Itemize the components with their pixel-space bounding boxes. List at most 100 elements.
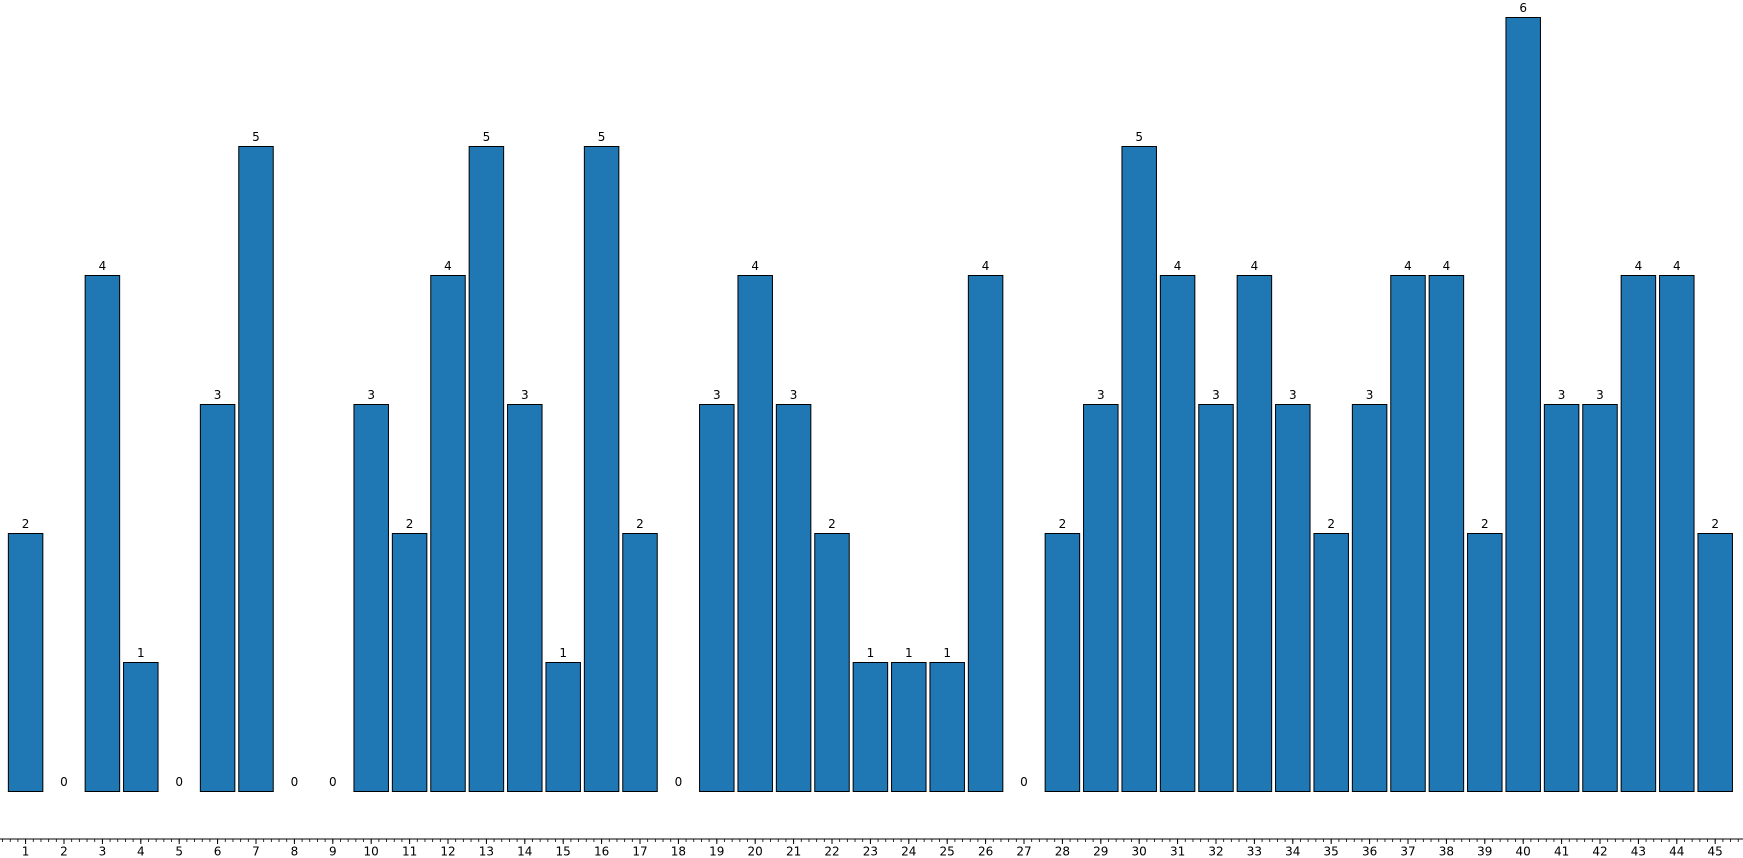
- x-tick-label: 45: [1708, 845, 1723, 858]
- value-label: 0: [60, 775, 68, 789]
- bar: [1620, 275, 1657, 792]
- value-label: 4: [751, 259, 759, 273]
- x-tick-label: 23: [863, 845, 878, 858]
- value-label: 3: [214, 388, 222, 402]
- value-label: 2: [828, 517, 836, 531]
- value-label: 4: [1443, 259, 1451, 273]
- x-tick-label: 44: [1669, 845, 1684, 858]
- x-tick-label: 28: [1055, 845, 1070, 858]
- value-label: 3: [521, 388, 529, 402]
- bar: [1467, 533, 1503, 792]
- value-label: 4: [1174, 259, 1182, 273]
- value-label: 2: [22, 517, 30, 531]
- x-tick-label: 31: [1170, 845, 1185, 858]
- x-tick-label: 26: [978, 845, 993, 858]
- value-label: 2: [1481, 517, 1489, 531]
- bar: [468, 146, 505, 792]
- x-tick-label: 2: [60, 845, 68, 858]
- value-label: 0: [329, 775, 337, 789]
- x-tick-label: 25: [940, 845, 955, 858]
- value-label: 3: [790, 388, 798, 402]
- bar: [391, 533, 428, 792]
- bar: [1390, 275, 1426, 792]
- bar: [123, 662, 159, 792]
- value-label: 2: [406, 517, 414, 531]
- bar: [7, 533, 44, 792]
- value-label: 4: [1635, 259, 1643, 273]
- x-tick-label: 1: [22, 845, 30, 858]
- bar: [545, 662, 581, 792]
- x-tick-label: 34: [1285, 845, 1300, 858]
- x-tick-label: 37: [1400, 845, 1415, 858]
- x-tick-label: 42: [1592, 845, 1607, 858]
- bar: [622, 533, 658, 792]
- value-label: 4: [1404, 259, 1412, 273]
- x-tick-label: 9: [329, 845, 337, 858]
- x-tick-label: 7: [252, 845, 260, 858]
- value-label: 3: [1366, 388, 1374, 402]
- value-label: 4: [1251, 259, 1259, 273]
- value-label: 2: [1711, 517, 1719, 531]
- value-label: 3: [1289, 388, 1297, 402]
- bar: [199, 404, 236, 792]
- x-tick-label: 33: [1247, 845, 1262, 858]
- x-tick-label: 32: [1208, 845, 1223, 858]
- x-tick-label: 29: [1093, 845, 1108, 858]
- value-label: 4: [1673, 259, 1681, 273]
- bar: [775, 404, 812, 792]
- x-tick-label: 15: [556, 845, 571, 858]
- x-tick-label: 27: [1016, 845, 1031, 858]
- value-label: 1: [905, 646, 913, 660]
- x-tick-label: 16: [594, 845, 609, 858]
- x-tick-label: 17: [632, 845, 647, 858]
- value-label: 2: [636, 517, 644, 531]
- value-label: 3: [1212, 388, 1220, 402]
- value-label: 0: [175, 775, 183, 789]
- value-label: 4: [444, 259, 452, 273]
- value-label: 3: [1596, 388, 1604, 402]
- x-tick-label: 18: [671, 845, 686, 858]
- value-label: 3: [1558, 388, 1566, 402]
- bar: [1121, 146, 1157, 792]
- x-tick-label: 3: [99, 845, 107, 858]
- x-tick-label: 4: [137, 845, 145, 858]
- x-tick-label: 22: [824, 845, 839, 858]
- x-tick-label: 14: [517, 845, 532, 858]
- value-label: 1: [559, 646, 567, 660]
- bar: [852, 662, 889, 792]
- x-tick-label: 43: [1631, 845, 1646, 858]
- x-tick-label: 19: [709, 845, 724, 858]
- x-tick-label: 12: [440, 845, 455, 858]
- value-label: 2: [1059, 517, 1067, 531]
- bar: [238, 146, 274, 792]
- bar: [1313, 533, 1349, 792]
- x-tick-label: 41: [1554, 845, 1569, 858]
- value-label: 5: [252, 130, 260, 144]
- x-tick-label: 36: [1362, 845, 1377, 858]
- x-tick-label: 8: [291, 845, 299, 858]
- bar: [1697, 533, 1733, 792]
- bar: [1159, 275, 1196, 792]
- value-label: 4: [982, 259, 990, 273]
- bar: [891, 662, 927, 792]
- value-label: 5: [483, 130, 491, 144]
- x-tick-label: 5: [175, 845, 183, 858]
- bar: [1428, 275, 1465, 792]
- bar: [967, 275, 1004, 792]
- value-label: 5: [598, 130, 606, 144]
- bar: [1198, 404, 1234, 792]
- x-tick-label: 13: [479, 845, 494, 858]
- bar: [1543, 404, 1580, 792]
- minor-ticks: [2, 839, 1739, 842]
- value-label: 0: [1020, 775, 1028, 789]
- bar: [430, 275, 466, 792]
- bar: [353, 404, 389, 792]
- value-label: 1: [943, 646, 951, 660]
- value-label: 0: [675, 775, 683, 789]
- bar: [814, 533, 850, 792]
- x-tick-label: 24: [901, 845, 916, 858]
- value-label: 6: [1519, 1, 1527, 15]
- x-tick-label: 35: [1324, 845, 1339, 858]
- x-tick-label: 38: [1439, 845, 1454, 858]
